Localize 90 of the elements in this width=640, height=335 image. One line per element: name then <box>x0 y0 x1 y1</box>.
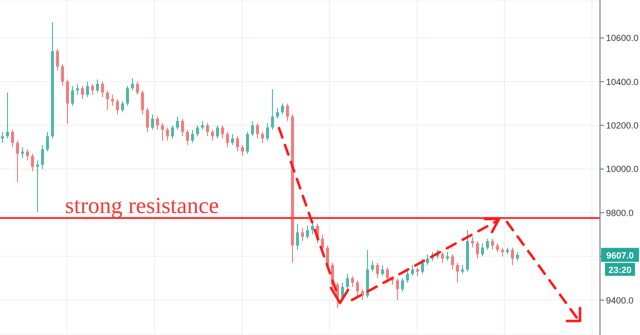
candlestick <box>86 81 89 98</box>
candlestick <box>166 127 169 142</box>
candlestick <box>126 86 129 106</box>
candlestick <box>156 116 159 130</box>
candlestick <box>26 148 29 161</box>
candlestick <box>141 90 144 115</box>
candlestick <box>101 81 104 98</box>
candlestick <box>71 86 74 106</box>
candlestick <box>106 90 109 111</box>
candlestick <box>356 280 359 296</box>
candlestick <box>136 81 139 96</box>
candlestick <box>226 131 229 148</box>
candlestick <box>266 122 269 142</box>
candlestick <box>181 118 184 137</box>
candlestick <box>441 252 444 264</box>
candlestick <box>81 86 84 100</box>
candlestick <box>6 92 9 139</box>
candlestick <box>111 94 114 106</box>
candlestick <box>296 223 299 250</box>
candlestick <box>221 124 224 139</box>
candlestick <box>176 116 179 130</box>
candlestick <box>246 131 249 154</box>
candlestick <box>286 103 289 122</box>
candlestick <box>421 258 424 274</box>
candlestick <box>261 131 264 144</box>
candlestick <box>91 83 94 96</box>
candlestick <box>271 88 274 130</box>
candlestick <box>346 273 349 290</box>
y-tick-label: 10000.0 <box>606 164 639 174</box>
candlestick <box>486 238 489 250</box>
candlestick <box>426 254 429 266</box>
candlestick <box>171 124 174 139</box>
candlestick <box>46 131 49 152</box>
candlestick <box>471 236 474 248</box>
candlestick <box>476 240 479 260</box>
candlestick <box>236 136 239 152</box>
candlestick <box>76 83 79 96</box>
candlestick <box>306 225 309 240</box>
y-tick-label: 10600.0 <box>606 33 639 44</box>
candlestick <box>216 124 219 139</box>
candlestick <box>121 100 124 113</box>
candlestick <box>206 122 209 137</box>
candlestick <box>66 78 69 125</box>
candlestick <box>41 144 44 170</box>
y-tick-label: 10400.0 <box>606 76 639 87</box>
candlestick <box>451 254 454 270</box>
candlestick <box>146 107 149 132</box>
candlestick <box>161 122 164 142</box>
candlestick <box>116 98 119 115</box>
candlestick <box>491 238 494 250</box>
candlestick <box>456 262 459 284</box>
candlestick <box>61 64 64 87</box>
annotation: 9607.0 <box>606 250 634 260</box>
y-tick-label: 9400.0 <box>606 295 634 306</box>
candlestick <box>381 264 384 277</box>
candlestick <box>281 103 284 115</box>
candlestick <box>36 160 39 213</box>
candlestick <box>256 122 259 139</box>
candlestick <box>131 77 134 91</box>
candlestick <box>371 260 374 272</box>
y-tick-label: 9800.0 <box>606 208 634 218</box>
candlestick <box>386 266 389 284</box>
candlestick <box>21 146 24 159</box>
candlestick <box>16 140 19 183</box>
candlestick <box>301 227 304 242</box>
candlestick <box>231 134 234 146</box>
candlestick <box>276 107 279 120</box>
candlestick <box>196 124 199 137</box>
candlestick <box>56 48 59 72</box>
candlestick <box>191 129 194 144</box>
y-tick-label: 10200.0 <box>606 120 639 131</box>
candlestick <box>396 278 399 301</box>
candlestick <box>351 276 354 288</box>
candlestick <box>481 242 484 257</box>
candlestick <box>11 129 14 148</box>
text: 23:20 <box>608 264 632 275</box>
candlestick <box>411 264 414 277</box>
candlestick <box>1 131 4 144</box>
candlestick <box>511 247 514 266</box>
candlestick <box>251 120 254 137</box>
ref-line-label: strong resistance <box>65 192 219 218</box>
candlestick <box>401 278 404 292</box>
candlestick <box>31 153 34 172</box>
candlestick <box>406 268 409 284</box>
candlestick <box>211 129 214 142</box>
candlestick <box>241 144 244 156</box>
candlestick <box>96 78 99 94</box>
candlestick <box>151 114 154 130</box>
candlestick <box>376 262 379 279</box>
candlestick <box>186 129 189 146</box>
